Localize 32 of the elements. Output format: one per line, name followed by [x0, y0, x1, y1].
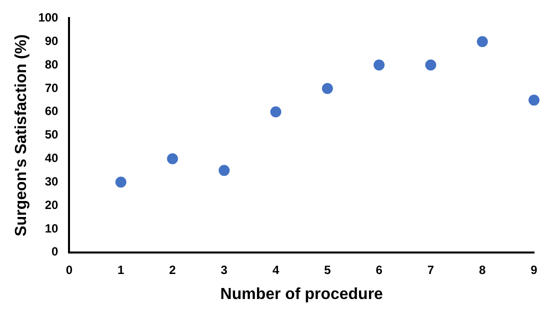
point [528, 94, 540, 106]
x-axis-title: Number of procedure [220, 286, 384, 303]
y-tick-label: 90 [44, 34, 59, 48]
y-axis-title: Surgeon's Satisfaction (%) [13, 34, 30, 236]
y-tick-label: 50 [44, 128, 59, 142]
x-tick-label: 4 [272, 262, 280, 277]
point [476, 36, 488, 48]
point [374, 60, 385, 71]
y-tick-label: 80 [44, 57, 59, 72]
y-tick-label: 60 [44, 104, 59, 118]
point [115, 176, 126, 188]
x-tick-label: 2 [169, 262, 176, 277]
x-tick-label: 9 [530, 262, 538, 277]
point [322, 82, 333, 94]
x-tick-label: 0 [66, 262, 73, 277]
x-tick-label: 5 [324, 262, 332, 277]
y-tick-label: 20 [44, 198, 59, 212]
x-tick-label: 6 [376, 262, 383, 277]
x-tick-label: 3 [220, 262, 228, 277]
y-tick-label: 40 [44, 151, 59, 166]
x-tick-label: 1 [118, 262, 125, 277]
point [167, 153, 178, 164]
y-tick-label: 0 [52, 244, 59, 259]
x-tick-label: 7 [427, 262, 434, 277]
point [425, 60, 436, 71]
point [218, 164, 230, 176]
x-tick-label: 8 [479, 262, 486, 277]
y-tick-label: 30 [44, 174, 59, 188]
point [270, 106, 282, 118]
y-tick-label: 70 [44, 80, 59, 95]
y-tick-label: 100 [38, 10, 59, 25]
y-tick-label: 10 [44, 221, 59, 236]
